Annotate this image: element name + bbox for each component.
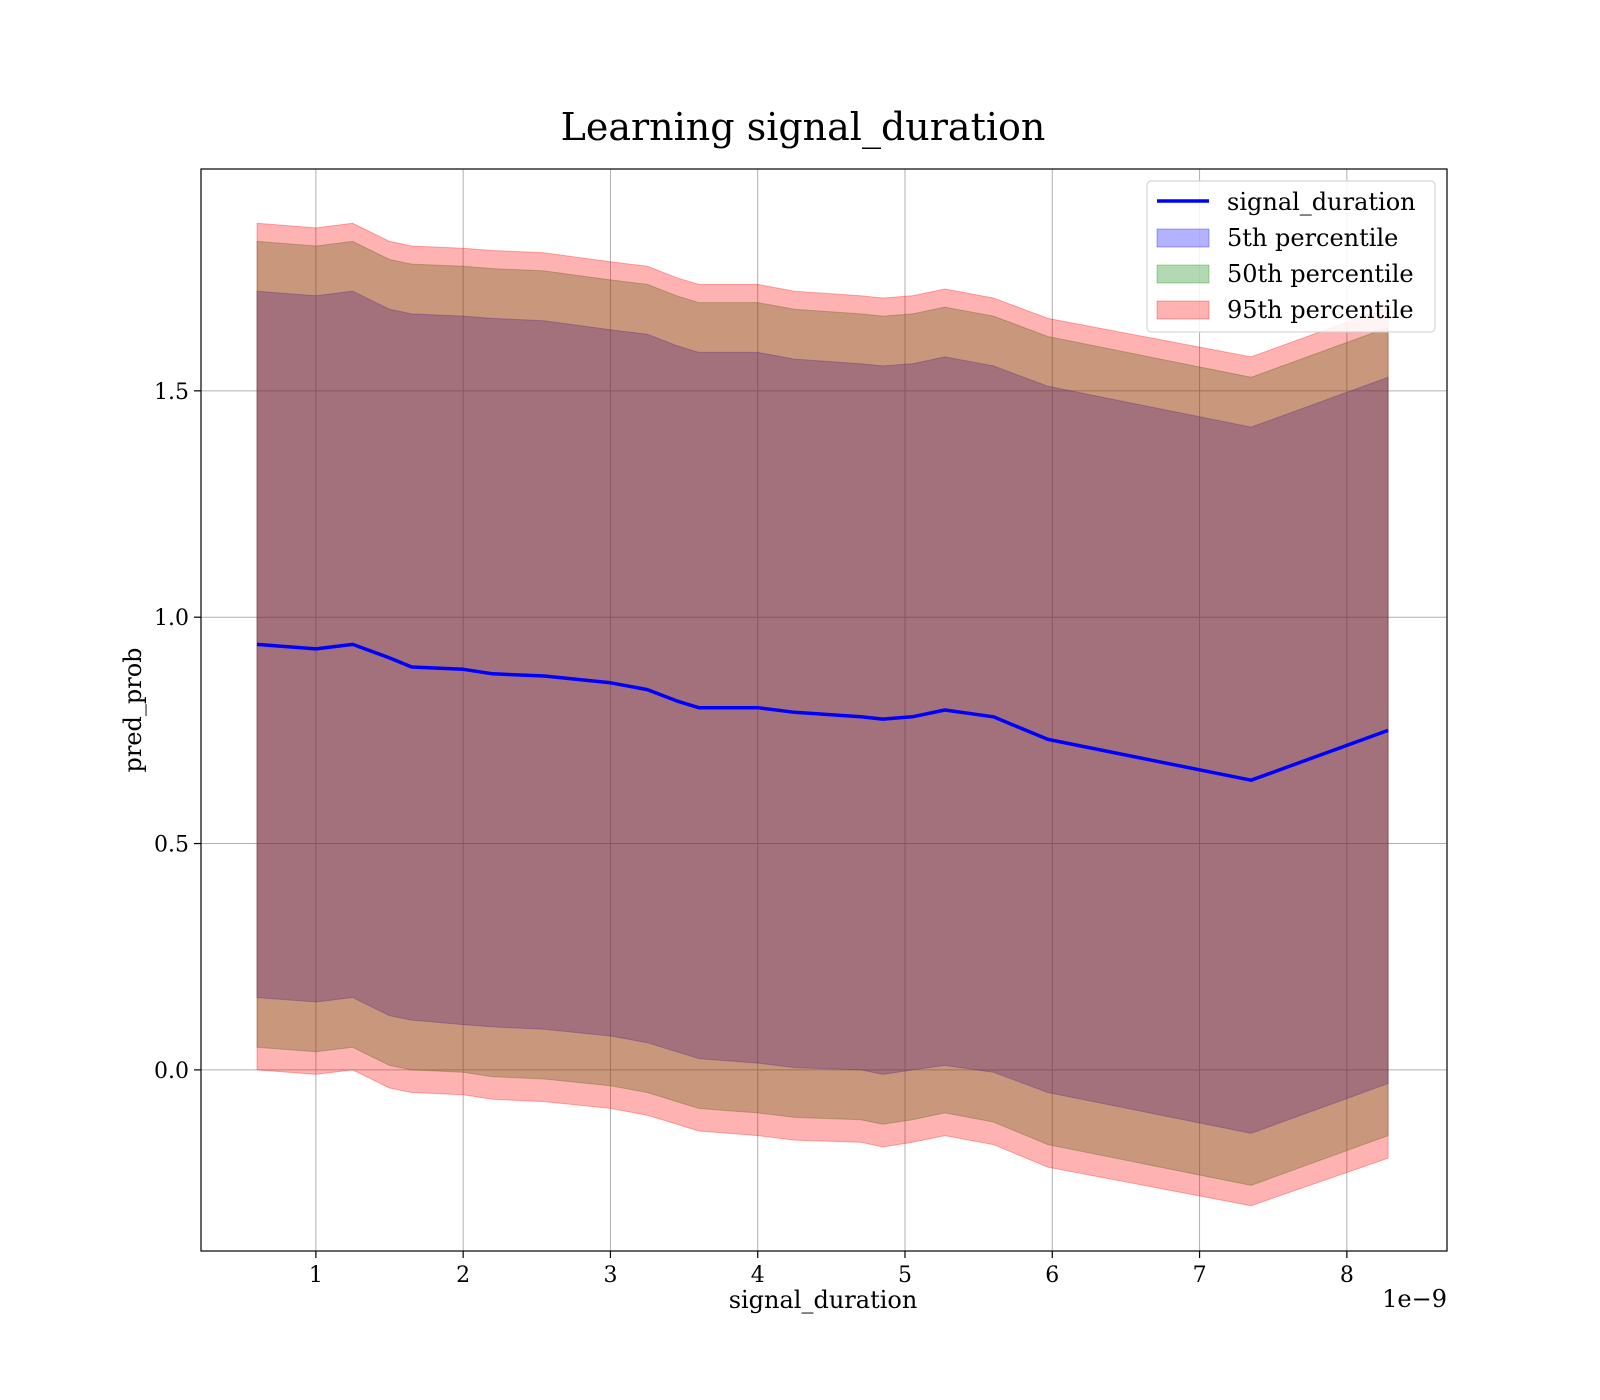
legend-swatch-95th-percentile — [1156, 300, 1210, 320]
x-tick-label: 7 — [1193, 1263, 1207, 1288]
x-tick-label: 1 — [309, 1263, 323, 1288]
x-tick-label: 3 — [603, 1263, 617, 1288]
x-axis-label: signal_duration — [729, 1286, 918, 1314]
legend-swatch-50th-percentile — [1156, 264, 1210, 284]
legend-label-signal-duration: signal_duration — [1227, 188, 1416, 216]
legend-label-5th-percentile: 5th percentile — [1227, 224, 1398, 252]
y-axis-ticks: 0.0 0.5 1.0 1.5 — [154, 380, 201, 1084]
legend-swatch-5th-percentile — [1156, 228, 1210, 248]
band-5th-percentile — [256, 290, 1389, 1134]
series-line-signal-duration — [256, 642, 1389, 782]
x-axis-ticks: 1 2 3 4 5 6 7 8 — [309, 1251, 1354, 1288]
plot-frame — [200, 168, 1448, 1252]
y-axis-label: pred_prob — [119, 647, 147, 772]
grid — [201, 169, 1447, 1251]
x-tick-label: 2 — [456, 1263, 470, 1288]
y-tick-label: 0.5 — [154, 833, 189, 858]
x-axis-offset-label: 1e−9 — [1382, 1285, 1447, 1313]
legend: signal_duration 5th percentile 50th perc… — [1146, 180, 1436, 333]
x-tick-label: 5 — [898, 1263, 912, 1288]
y-tick-label: 1.0 — [154, 606, 189, 631]
x-tick-label: 6 — [1045, 1263, 1059, 1288]
series-lines — [256, 642, 1389, 782]
legend-box — [1146, 180, 1436, 333]
x-tick-label: 8 — [1340, 1263, 1354, 1288]
legend-label-95th-percentile: 95th percentile — [1227, 296, 1414, 324]
y-tick-label: 0.0 — [154, 1059, 189, 1084]
x-tick-label: 4 — [751, 1263, 765, 1288]
legend-label-50th-percentile: 50th percentile — [1227, 260, 1414, 288]
y-tick-label: 1.5 — [154, 380, 189, 405]
chart-title: Learning signal_duration — [561, 105, 1046, 150]
